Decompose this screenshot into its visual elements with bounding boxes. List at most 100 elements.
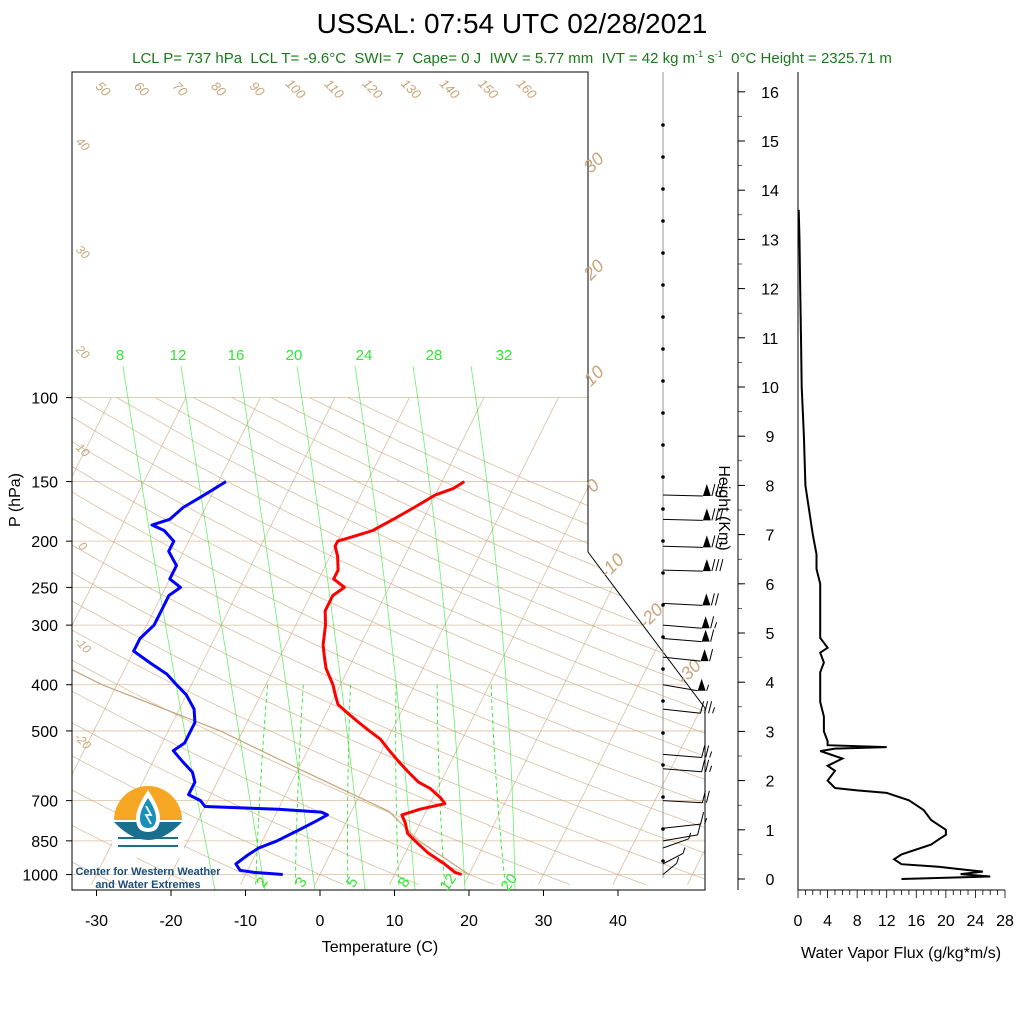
wind-barb-half <box>714 622 718 629</box>
water-vapor-flux-line <box>797 209 991 880</box>
mixing-ratio-label: 24 <box>356 347 373 364</box>
lcl-pressure: LCL P= 737 hPa <box>132 50 243 67</box>
wind-level-dot <box>661 219 665 223</box>
mixing-ratio-bottom-label: 5 <box>343 874 362 891</box>
wind-level-dot <box>661 187 665 191</box>
wind-level-dot <box>661 315 665 319</box>
wind-barb-flag <box>697 678 706 691</box>
dry-adiabat-label: 160 <box>514 76 540 102</box>
wind-barb-full <box>719 559 724 572</box>
wind-barb-full <box>715 508 720 521</box>
pressure-tick-label: 300 <box>31 618 58 635</box>
isotherm-line <box>314 397 559 885</box>
dry-adiabat-left-label: 40 <box>73 134 93 154</box>
height-tick-label: 14 <box>761 183 779 200</box>
dry-adiabat-left-label: -10 <box>72 634 94 656</box>
flux-tick-label: 20 <box>937 913 955 930</box>
iwv-value: IWV = 5.77 mm <box>489 50 594 67</box>
height-tick-label: 7 <box>766 528 775 545</box>
wind-level-dot <box>661 539 665 543</box>
height-tick-label: 2 <box>766 774 775 791</box>
wind-barb-flag <box>702 559 711 572</box>
wind-barb-full <box>711 559 716 572</box>
moist-adiabat-line <box>470 365 516 890</box>
flux-x-axis-title: Water Vapor Flux (g/kg*m/s) <box>801 945 1001 962</box>
flux-tick-label: 12 <box>878 913 896 930</box>
wind-barb-full <box>697 822 702 835</box>
height-tick-label: 6 <box>766 577 775 594</box>
pressure-tick-label: 100 <box>31 391 58 408</box>
isotherm-line <box>389 397 634 885</box>
page-title: USSAL: 07:54 UTC 02/28/2021 <box>316 8 708 39</box>
wind-barb-shaft <box>662 656 701 662</box>
mixing-ratio-bottom-label: 3 <box>292 874 311 891</box>
wind-level-dot <box>661 507 665 511</box>
isotherm-line <box>463 397 705 885</box>
wind-barb-shaft <box>662 753 702 759</box>
dry-adiabat-label: 90 <box>247 78 268 99</box>
dry-adiabat-label: 70 <box>170 78 191 99</box>
moist-adiabat-line <box>412 365 466 890</box>
height-tick-label: 8 <box>766 478 775 495</box>
wind-level-dot <box>661 347 665 351</box>
wind-barb-shaft <box>662 708 701 714</box>
dry-adiabat-label: 120 <box>360 76 386 102</box>
wind-barb-flag <box>702 508 711 521</box>
temperature-tick-label: -30 <box>85 913 108 930</box>
dry-adiabat-left-label: 10 <box>73 440 93 460</box>
wind-barb-full <box>710 616 715 629</box>
flux-y-axis-title: Height (Km) <box>715 465 732 550</box>
height-tick-label: 5 <box>766 626 775 643</box>
wind-level-dot <box>661 283 665 287</box>
dry-adiabat-line <box>72 397 269 885</box>
wind-barb-shaft <box>662 545 703 548</box>
dry-adiabat-line <box>193 397 705 885</box>
dry-adiabat-label: 80 <box>208 78 229 99</box>
wind-level-dot <box>661 731 665 735</box>
isotherm-line <box>72 397 112 885</box>
dry-adiabat-line <box>72 397 495 885</box>
wind-barb-shaft <box>662 768 702 773</box>
wind-barb-full <box>710 593 715 606</box>
wind-level-dot <box>661 411 665 415</box>
wind-barb-full <box>701 759 706 772</box>
wind-level-dot <box>661 603 665 607</box>
swi-value: SWI= 7 <box>354 50 404 67</box>
pressure-tick-label: 1000 <box>22 868 58 885</box>
wind-barb-shaft <box>662 518 703 521</box>
dry-adiabat-line <box>72 397 646 885</box>
mixing-ratio-label: 32 <box>496 347 513 364</box>
wind-barb-half <box>712 707 716 714</box>
wind-barb-flag <box>702 593 711 606</box>
temperature-tick-label: -10 <box>234 913 257 930</box>
dry-adiabat-left-label: 20 <box>72 342 92 362</box>
dry-adiabat-line <box>72 397 705 885</box>
dry-adiabat-right-label: 10 <box>580 362 608 390</box>
dry-adiabat-label: 100 <box>283 76 309 102</box>
height-tick-label: 12 <box>761 282 779 299</box>
pressure-tick-label: 500 <box>31 724 58 741</box>
wind-barb-flag <box>701 629 710 642</box>
mixing-ratio-line <box>436 684 446 885</box>
moist-adiabat-line <box>296 365 366 890</box>
isotherm-line <box>0 398 37 885</box>
mixing-ratio-line <box>294 684 304 885</box>
sounding-info-line: LCL P= 737 hPa LCL T= -9.6°C SWI= 7 Cape… <box>0 49 1024 67</box>
logo-drop-inner <box>140 798 156 828</box>
wind-barb-full <box>711 483 716 497</box>
flux-tick-label: 8 <box>853 913 862 930</box>
wind-barb-shaft <box>662 823 701 829</box>
wind-barb-full <box>705 745 710 758</box>
pressure-tick-label: 250 <box>31 580 58 597</box>
wind-barb-full <box>704 701 709 714</box>
parcel-path-line <box>72 397 470 875</box>
flux-tick-label: 16 <box>907 913 925 930</box>
wind-barb-flag <box>700 649 709 662</box>
logo-bolt <box>144 805 153 825</box>
dry-adiabat-line <box>72 397 705 885</box>
dry-adiabat-line <box>72 397 118 885</box>
wind-barb-shaft <box>662 624 702 629</box>
wind-level-dot <box>661 379 665 383</box>
wind-barb-shaft <box>662 569 703 572</box>
